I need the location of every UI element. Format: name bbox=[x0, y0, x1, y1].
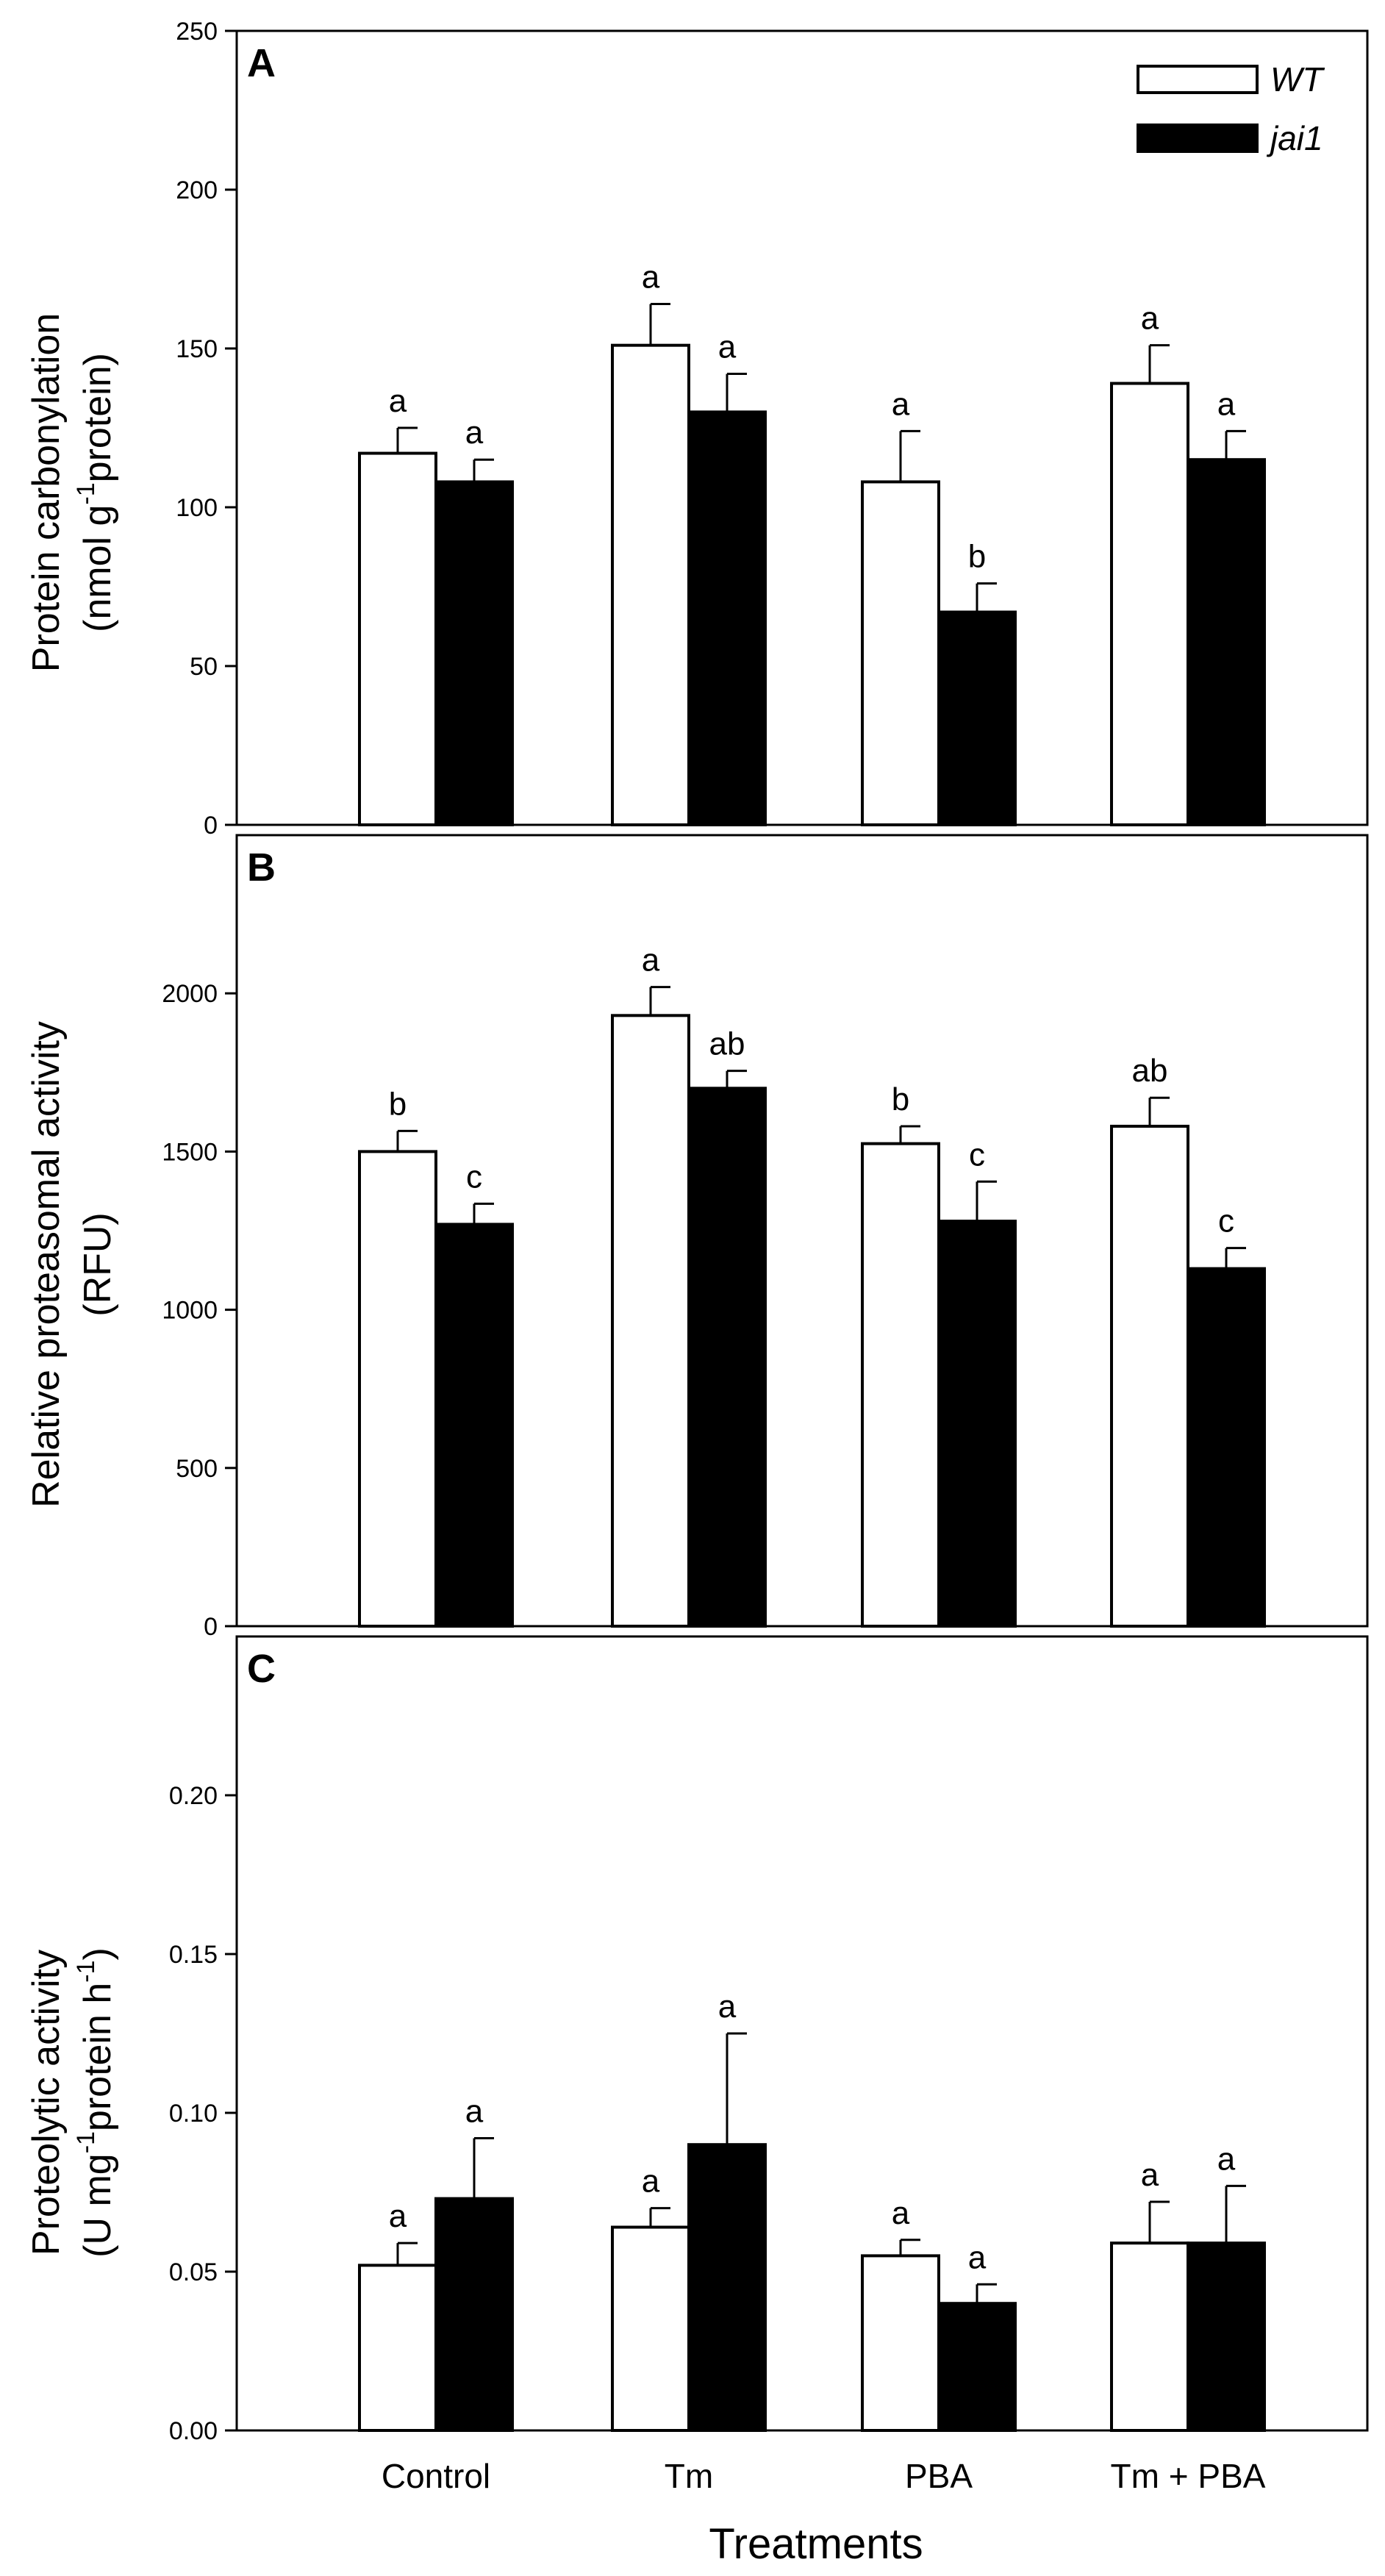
y-tick-label-c-2: 0.10 bbox=[169, 2100, 218, 2128]
y-tick-label-b-0: 0 bbox=[204, 1613, 218, 1641]
legend-label-jai1: jai1 bbox=[1266, 119, 1323, 157]
ylabel-b-line2: (RFU) bbox=[76, 1212, 119, 1317]
x-axis-title: Treatments bbox=[709, 2520, 923, 2568]
ylabel-c-line1: Proteolytic activity bbox=[25, 1950, 68, 2255]
y-tick-label-b-2: 1000 bbox=[162, 1297, 218, 1325]
significance-label-b-jai1-3: c bbox=[1218, 1203, 1234, 1239]
bar-a-jai1-2 bbox=[937, 610, 1017, 826]
bar-c-jai1-0 bbox=[434, 2197, 514, 2432]
significance-label-b-wt-3: ab bbox=[1132, 1053, 1168, 1089]
bar-b-wt-3 bbox=[1110, 1124, 1189, 1628]
y-tick-label-a-5: 250 bbox=[176, 18, 218, 46]
significance-label-a-jai1-0: a bbox=[465, 415, 484, 451]
significance-label-b-jai1-2: c bbox=[969, 1137, 985, 1173]
significance-label-c-wt-1: a bbox=[642, 2164, 660, 2200]
panel-letter-b: B bbox=[247, 845, 276, 890]
y-tick-label-c-1: 0.05 bbox=[169, 2258, 218, 2286]
y-tick-label-a-1: 50 bbox=[190, 653, 218, 681]
bar-b-wt-1 bbox=[611, 1014, 690, 1628]
significance-label-b-wt-2: b bbox=[892, 1081, 909, 1117]
significance-label-a-wt-2: a bbox=[892, 386, 910, 422]
legend-swatch-wt bbox=[1137, 65, 1259, 94]
significance-label-c-jai1-3: a bbox=[1217, 2141, 1236, 2177]
bar-c-wt-3 bbox=[1110, 2242, 1189, 2433]
bar-c-wt-0 bbox=[358, 2264, 437, 2433]
bar-a-wt-2 bbox=[861, 480, 940, 826]
significance-label-a-wt-1: a bbox=[642, 260, 660, 296]
significance-label-a-jai1-2: b bbox=[968, 539, 986, 575]
significance-label-c-jai1-1: a bbox=[718, 1989, 737, 2025]
ylabel-c-line2: (U mg-1protein h-1) bbox=[72, 1947, 119, 2258]
y-tick-label-a-0: 0 bbox=[204, 812, 218, 840]
bar-a-jai1-3 bbox=[1187, 458, 1266, 826]
y-tick-label-b-1: 500 bbox=[176, 1455, 218, 1483]
bar-c-wt-2 bbox=[861, 2254, 940, 2432]
y-tick-label-a-2: 100 bbox=[176, 494, 218, 522]
bar-a-wt-1 bbox=[611, 343, 690, 826]
panel-letter-a: A bbox=[247, 41, 276, 85]
significance-label-c-wt-0: a bbox=[389, 2198, 407, 2234]
y-tick-label-b-4: 2000 bbox=[162, 980, 218, 1008]
y-tick-label-c-0: 0.00 bbox=[169, 2417, 218, 2445]
bar-b-jai1-0 bbox=[434, 1223, 514, 1628]
bar-c-jai1-3 bbox=[1187, 2242, 1266, 2433]
bar-c-wt-1 bbox=[611, 2225, 690, 2433]
legend-swatch-jai1 bbox=[1137, 124, 1259, 153]
category-label-1: Tm bbox=[665, 2457, 713, 2495]
category-label-3: Tm + PBA bbox=[1111, 2457, 1266, 2495]
significance-label-a-jai1-3: a bbox=[1217, 386, 1236, 422]
bar-b-wt-0 bbox=[358, 1150, 437, 1628]
bar-b-jai1-3 bbox=[1187, 1267, 1266, 1628]
significance-label-c-jai1-0: a bbox=[465, 2094, 484, 2130]
ylabel-b-line1: Relative proteasomal activity bbox=[25, 1021, 68, 1508]
y-tick-label-a-4: 200 bbox=[176, 176, 218, 204]
significance-label-a-jai1-1: a bbox=[718, 329, 737, 365]
bar-c-jai1-2 bbox=[937, 2302, 1017, 2432]
significance-label-b-jai1-1: ab bbox=[709, 1026, 745, 1062]
ylabel-a-line2: (nmol g-1protein) bbox=[72, 353, 119, 632]
bar-a-wt-3 bbox=[1110, 382, 1189, 826]
panel-frame-a bbox=[235, 29, 1369, 826]
significance-label-c-jai1-2: a bbox=[968, 2239, 987, 2275]
significance-label-b-wt-1: a bbox=[642, 942, 660, 978]
panel-frame-c bbox=[235, 1635, 1369, 2432]
legend: WT jai1 bbox=[1137, 60, 1325, 157]
significance-label-a-wt-3: a bbox=[1141, 301, 1159, 337]
panel-letter-c: C bbox=[247, 1647, 276, 1691]
significance-label-a-wt-0: a bbox=[389, 383, 407, 419]
legend-label-wt: WT bbox=[1270, 60, 1325, 99]
significance-label-b-jai1-0: c bbox=[466, 1159, 482, 1195]
category-label-2: PBA bbox=[905, 2457, 973, 2495]
significance-label-c-wt-2: a bbox=[892, 2195, 910, 2231]
bar-c-jai1-1 bbox=[687, 2143, 767, 2432]
panel-frame-b bbox=[235, 834, 1369, 1628]
y-tick-label-c-3: 0.15 bbox=[169, 1941, 218, 1969]
y-tick-label-b-3: 1500 bbox=[162, 1138, 218, 1166]
ylabel-a-line1: Protein carbonylation bbox=[25, 313, 68, 673]
significance-label-c-wt-3: a bbox=[1141, 2157, 1159, 2193]
bar-b-jai1-2 bbox=[937, 1220, 1017, 1628]
category-label-0: Control bbox=[382, 2457, 490, 2495]
y-tick-label-c-4: 0.20 bbox=[169, 1782, 218, 1810]
y-tick-label-a-3: 150 bbox=[176, 335, 218, 363]
bar-a-wt-0 bbox=[358, 451, 437, 826]
bar-a-jai1-1 bbox=[687, 410, 767, 826]
bar-b-jai1-1 bbox=[687, 1087, 767, 1628]
bar-b-wt-2 bbox=[861, 1142, 940, 1628]
significance-label-b-wt-0: b bbox=[389, 1086, 407, 1122]
bar-a-jai1-0 bbox=[434, 480, 514, 826]
